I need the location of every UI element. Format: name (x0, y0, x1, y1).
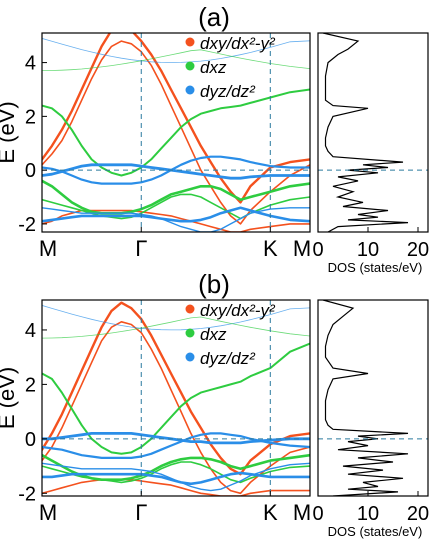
y-tick-label: 0 (25, 429, 36, 451)
x-tick-label: K (263, 500, 278, 525)
dos-x-tick-label: 0 (312, 239, 323, 261)
faint-band-line (42, 316, 310, 339)
band-line (42, 163, 310, 180)
band-line (42, 179, 310, 215)
band-line (42, 471, 310, 486)
legend-entry: dxy/dx²-y² (200, 301, 276, 320)
y-axis-label: E (eV) (0, 367, 19, 429)
dos-plot (322, 300, 409, 496)
legend-marker (185, 85, 195, 95)
dos-x-tick-label: 10 (357, 503, 379, 525)
faint-band-line (42, 305, 310, 331)
band-line (42, 155, 310, 185)
panel-a: (a)-2024E (eV)MΓKMdxy/dx²-y²dxzdyz/dz²01… (0, 2, 429, 275)
band-line (42, 432, 310, 459)
y-tick-label: -2 (18, 483, 36, 505)
dos-curve (322, 300, 409, 496)
legend-marker (185, 304, 195, 314)
x-tick-label: M (39, 500, 57, 525)
band-line (42, 40, 310, 225)
band-line (42, 432, 310, 445)
legend-entry: dyz/dz² (200, 82, 256, 101)
panel-b: (b)-2024E (eV)MΓKMdxy/dx²-y²dxzdyz/dz²01… (0, 269, 429, 539)
y-tick-label: 4 (25, 320, 36, 342)
panel-label: (b) (198, 269, 230, 299)
dos-x-tick-label: 0 (312, 503, 323, 525)
x-tick-label: M (39, 236, 57, 261)
dos-axes-frame (317, 32, 429, 233)
panel-label: (a) (198, 2, 230, 32)
dos-axes-frame (317, 299, 429, 497)
x-tick-label: M (293, 500, 311, 525)
dos-x-tick-label: 10 (357, 239, 379, 261)
faint-band-line (42, 38, 310, 64)
x-tick-label: Γ (135, 236, 147, 261)
legend-entry: dxy/dx²-y² (200, 34, 276, 53)
band-line (42, 207, 310, 232)
y-tick-label: 2 (25, 106, 36, 128)
legend-marker (185, 37, 195, 47)
dos-plot (322, 33, 409, 232)
legend-marker (185, 61, 195, 71)
band-line (42, 321, 310, 495)
band-line (42, 88, 310, 177)
band-structure-plot (42, 301, 310, 496)
dos-x-axis-label: DOS (states/eV) (328, 524, 423, 539)
dos-curve (322, 33, 409, 232)
dos-x-tick-label: 20 (407, 239, 429, 261)
dos-x-tick-label: 20 (407, 503, 429, 525)
band-axes-frame (41, 299, 311, 497)
legend-marker (185, 328, 195, 338)
legend-entry: dxz (200, 58, 227, 77)
faint-band-line (42, 49, 310, 71)
band-line (42, 453, 310, 481)
band-line (42, 462, 310, 492)
y-tick-label: 2 (25, 374, 36, 396)
band-line (42, 342, 310, 455)
band-structure-plot (42, 33, 310, 232)
x-tick-label: Γ (135, 500, 147, 525)
y-tick-label: 4 (25, 53, 36, 75)
dos-x-axis-label: DOS (states/eV) (328, 260, 423, 275)
x-tick-label: K (263, 236, 278, 261)
legend-entry: dyz/dz² (200, 349, 256, 368)
x-tick-label: M (293, 236, 311, 261)
legend-entry: dxz (200, 325, 227, 344)
y-tick-label: 0 (25, 160, 36, 182)
band-axes-frame (41, 32, 311, 233)
legend-marker (185, 352, 195, 362)
band-line (42, 461, 310, 484)
band-line (42, 478, 310, 496)
band-line (42, 33, 310, 204)
y-tick-label: -2 (18, 214, 36, 236)
y-axis-label: E (eV) (0, 101, 19, 163)
